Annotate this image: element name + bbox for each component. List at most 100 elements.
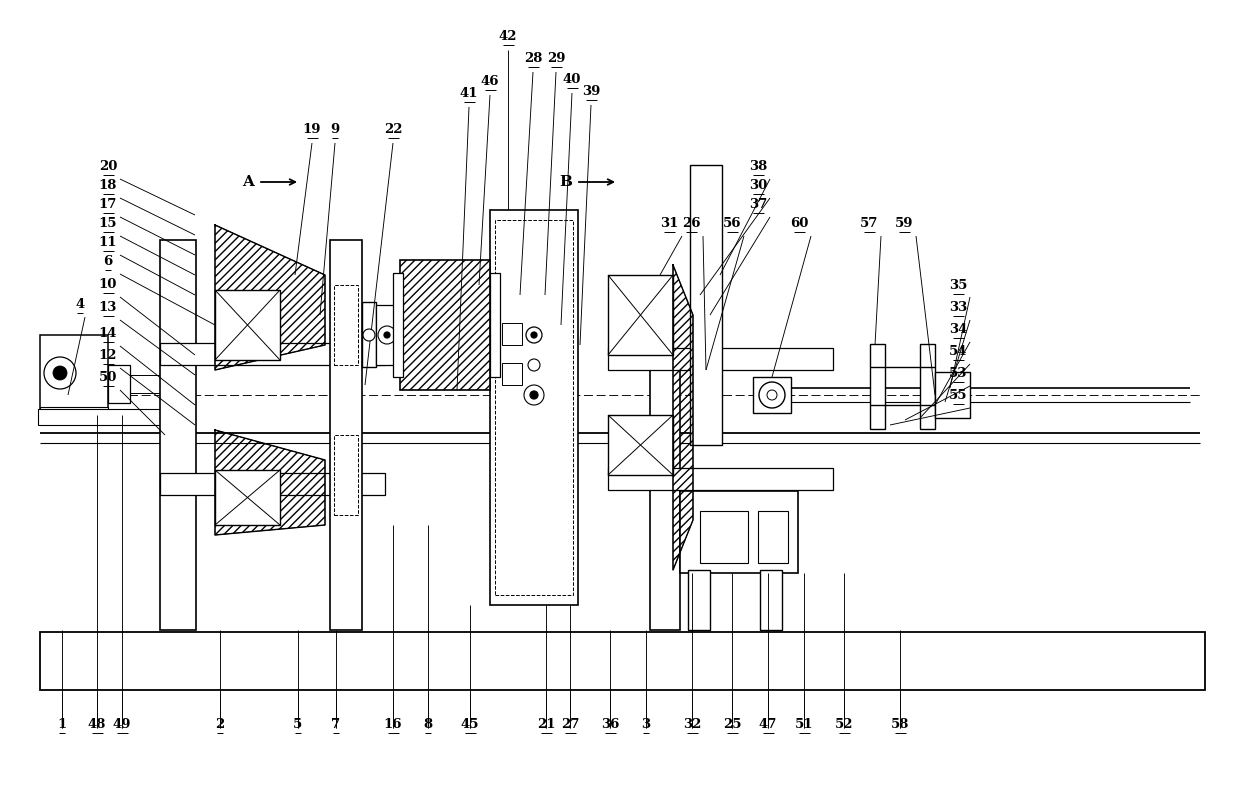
Text: 30: 30 — [749, 179, 768, 192]
Bar — [608, 415, 673, 475]
Text: 34: 34 — [949, 323, 967, 336]
Circle shape — [529, 391, 538, 399]
Bar — [688, 570, 711, 630]
Circle shape — [526, 327, 542, 343]
Bar — [650, 350, 680, 630]
Text: 29: 29 — [547, 52, 565, 65]
Text: 47: 47 — [759, 718, 777, 731]
Bar — [108, 365, 130, 403]
Bar — [40, 407, 108, 415]
Bar — [393, 273, 403, 377]
Text: 40: 40 — [563, 73, 582, 86]
Text: 58: 58 — [890, 718, 909, 731]
Bar — [160, 473, 384, 495]
Text: A: A — [242, 175, 254, 189]
Text: 26: 26 — [682, 217, 701, 230]
Text: 18: 18 — [99, 179, 118, 192]
Text: 48: 48 — [88, 718, 107, 731]
Text: 7: 7 — [331, 718, 341, 731]
Text: 11: 11 — [99, 236, 118, 249]
Text: 55: 55 — [949, 389, 967, 402]
Bar — [870, 344, 885, 429]
Circle shape — [384, 332, 391, 338]
Circle shape — [528, 389, 539, 401]
Text: 45: 45 — [461, 718, 479, 731]
Bar — [160, 240, 196, 630]
Text: 17: 17 — [99, 198, 118, 211]
Bar — [330, 240, 362, 630]
Text: 1: 1 — [57, 718, 67, 731]
Text: 8: 8 — [423, 718, 433, 731]
Text: 39: 39 — [582, 85, 600, 98]
Text: 60: 60 — [790, 217, 808, 230]
Text: 31: 31 — [660, 217, 678, 230]
Bar — [40, 632, 1205, 690]
Text: 51: 51 — [795, 718, 813, 731]
Bar — [334, 285, 358, 365]
Bar — [215, 470, 280, 525]
Text: 9: 9 — [330, 123, 340, 136]
Text: 42: 42 — [498, 30, 517, 43]
Text: 38: 38 — [749, 160, 768, 173]
Bar — [495, 220, 573, 595]
Text: 54: 54 — [949, 345, 967, 358]
Bar — [401, 260, 490, 390]
Circle shape — [528, 359, 539, 371]
Text: 50: 50 — [99, 371, 118, 384]
Circle shape — [363, 329, 374, 341]
Text: 33: 33 — [949, 301, 967, 314]
Bar — [680, 491, 799, 573]
Text: 4: 4 — [76, 298, 84, 311]
Text: 49: 49 — [113, 718, 131, 731]
Bar — [760, 570, 782, 630]
Text: 2: 2 — [216, 718, 224, 731]
Text: 19: 19 — [303, 123, 321, 136]
Text: 25: 25 — [723, 718, 742, 731]
Text: 12: 12 — [99, 349, 118, 362]
Text: 41: 41 — [460, 87, 479, 100]
Bar — [376, 305, 398, 365]
Text: 35: 35 — [949, 279, 967, 292]
Text: 32: 32 — [683, 718, 701, 731]
Bar — [758, 511, 787, 563]
Bar — [38, 409, 167, 425]
Bar — [160, 343, 384, 365]
Text: 57: 57 — [859, 217, 878, 230]
Text: 16: 16 — [383, 718, 402, 731]
Bar — [490, 210, 578, 605]
Bar — [689, 165, 722, 445]
Circle shape — [531, 332, 537, 338]
Text: 46: 46 — [481, 75, 500, 88]
Circle shape — [525, 385, 544, 405]
Text: 3: 3 — [641, 718, 651, 731]
Text: 6: 6 — [103, 255, 113, 268]
Text: 14: 14 — [99, 327, 118, 340]
Text: 52: 52 — [835, 718, 853, 731]
Bar — [334, 435, 358, 515]
Text: 28: 28 — [523, 52, 542, 65]
Text: 53: 53 — [949, 367, 967, 380]
Circle shape — [768, 390, 777, 400]
Bar — [215, 290, 280, 360]
Text: 27: 27 — [560, 718, 579, 731]
Text: 15: 15 — [99, 217, 118, 230]
Circle shape — [378, 326, 396, 344]
Text: 59: 59 — [895, 217, 913, 230]
Text: 22: 22 — [383, 123, 402, 136]
Bar — [608, 275, 673, 355]
Bar — [40, 335, 108, 410]
Text: B: B — [559, 175, 572, 189]
Text: 37: 37 — [749, 198, 768, 211]
Circle shape — [759, 382, 785, 408]
Bar — [502, 323, 522, 345]
Text: 21: 21 — [537, 718, 556, 731]
Text: 13: 13 — [99, 301, 118, 314]
Text: 56: 56 — [723, 217, 742, 230]
Bar — [920, 344, 935, 429]
Text: 20: 20 — [99, 160, 118, 173]
Bar — [935, 372, 970, 418]
Bar — [490, 273, 500, 377]
Text: 10: 10 — [99, 278, 118, 291]
Circle shape — [53, 366, 67, 380]
Circle shape — [43, 357, 76, 389]
